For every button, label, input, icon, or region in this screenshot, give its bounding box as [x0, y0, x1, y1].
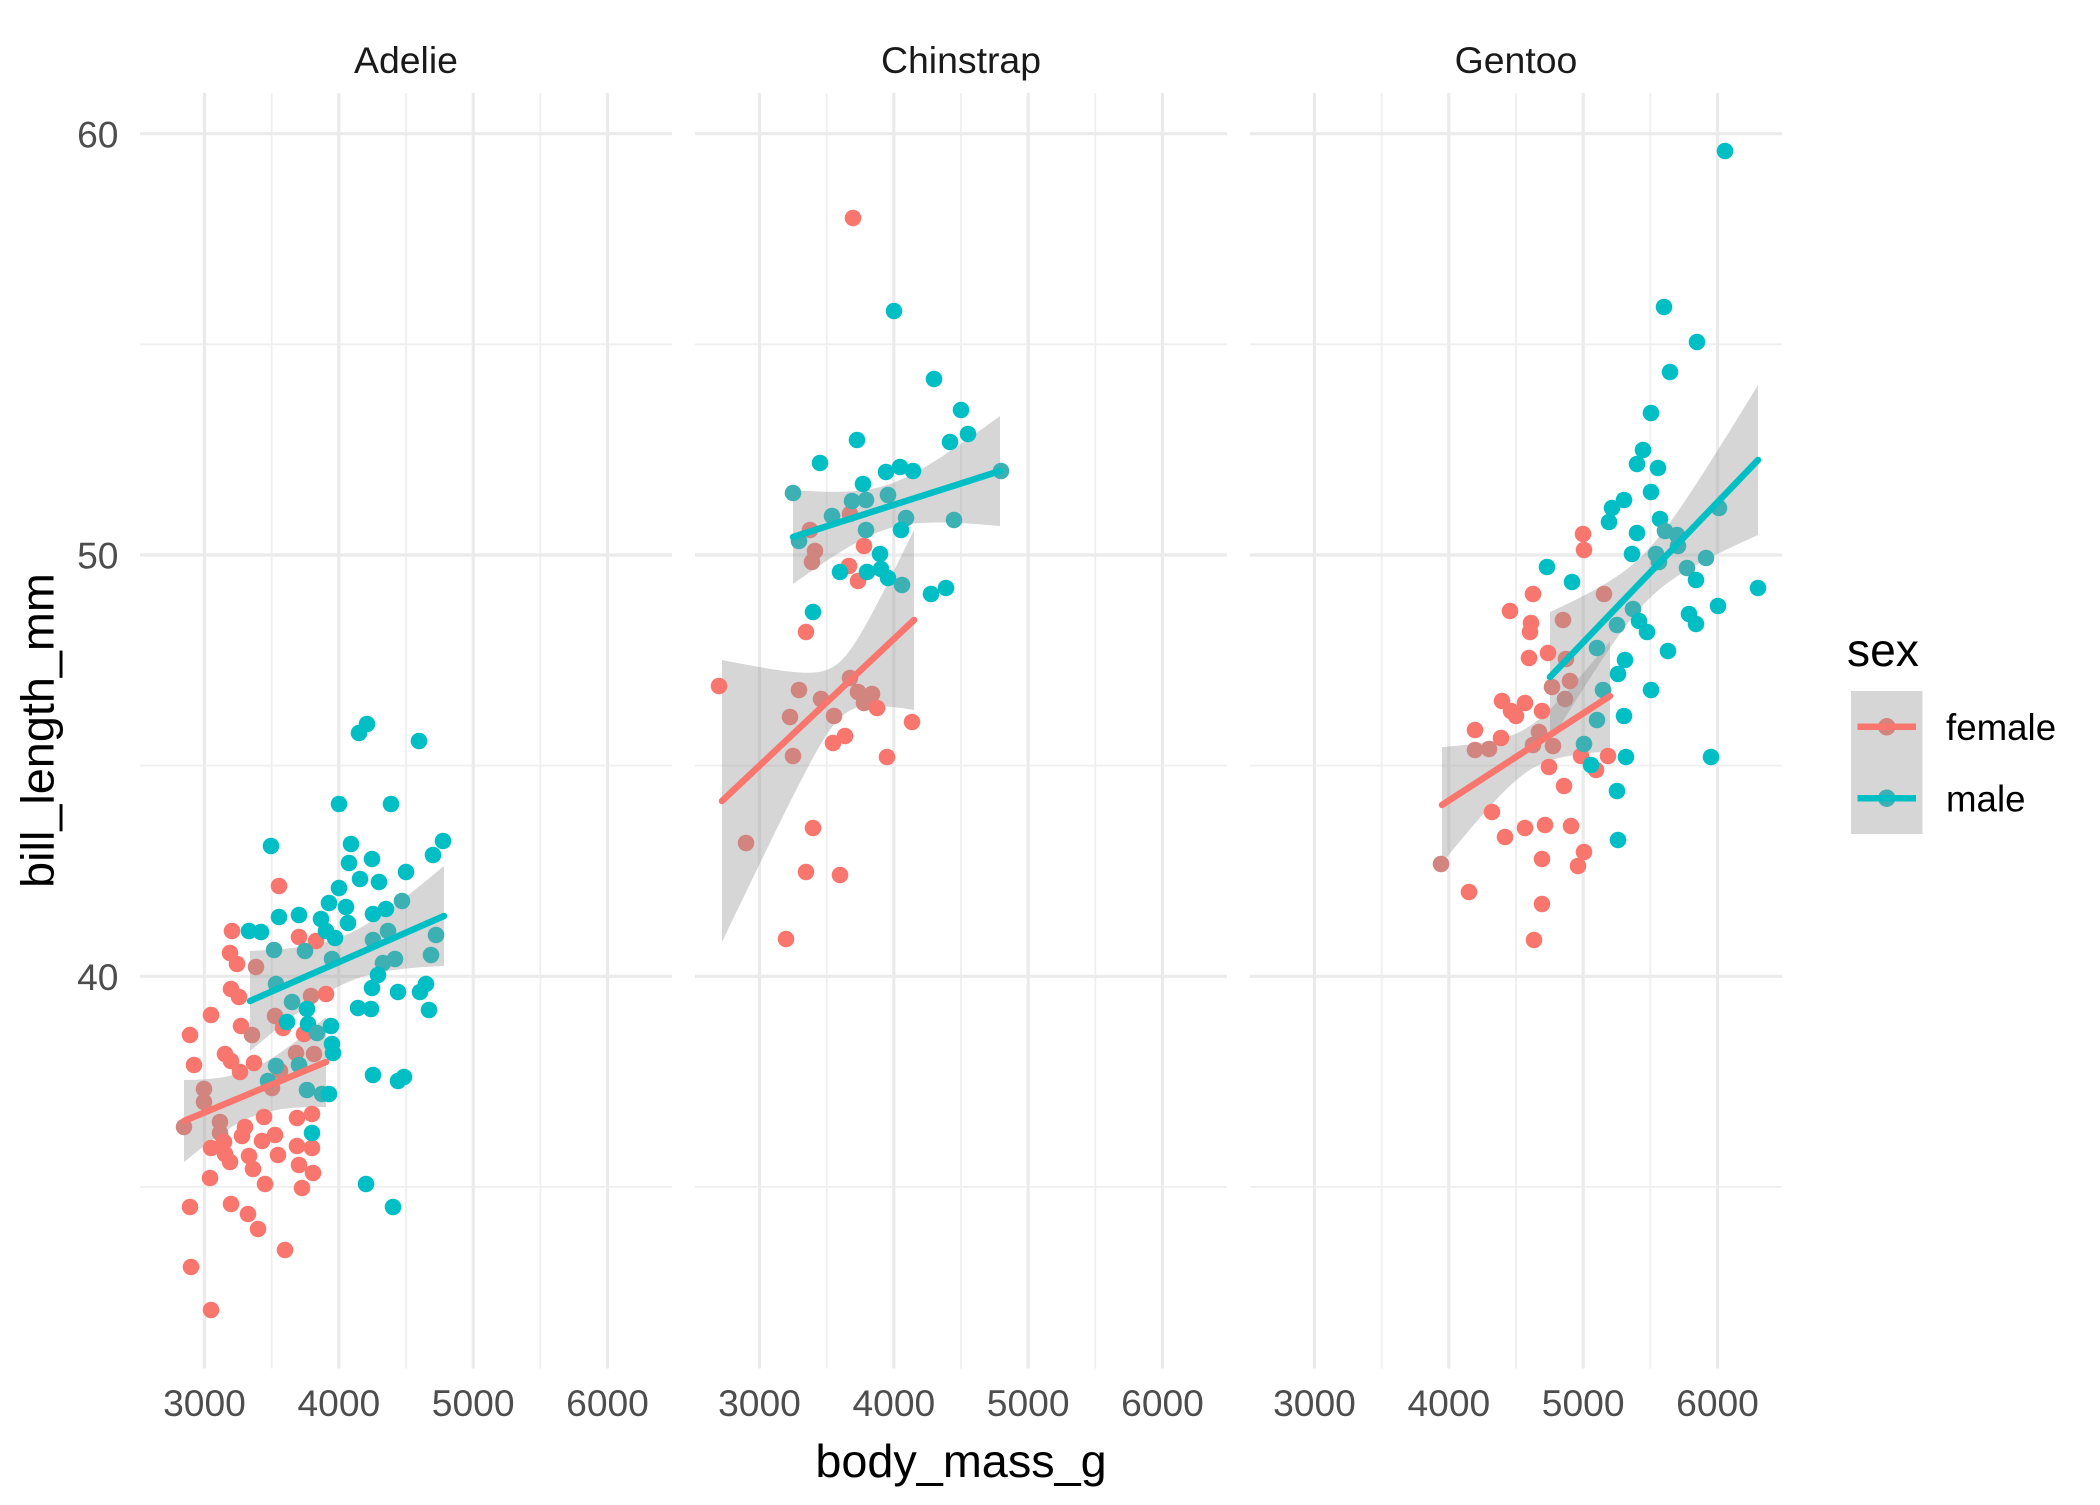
svg-text:sex: sex	[1847, 624, 1919, 676]
svg-text:female: female	[1946, 707, 2056, 748]
svg-text:bill_length_mm: bill_length_mm	[12, 573, 64, 888]
svg-text:4000: 4000	[852, 1382, 935, 1424]
svg-text:60: 60	[77, 113, 118, 155]
svg-text:50: 50	[77, 535, 118, 577]
svg-text:body_mass_g: body_mass_g	[815, 1435, 1106, 1487]
svg-text:6000: 6000	[566, 1382, 649, 1424]
svg-text:male: male	[1946, 778, 2026, 819]
svg-text:3000: 3000	[718, 1382, 801, 1424]
svg-text:5000: 5000	[1542, 1382, 1625, 1424]
svg-text:Adelie: Adelie	[354, 39, 458, 81]
svg-text:5000: 5000	[432, 1382, 515, 1424]
svg-text:40: 40	[77, 956, 118, 998]
svg-text:4000: 4000	[297, 1382, 380, 1424]
svg-text:6000: 6000	[1121, 1382, 1204, 1424]
svg-text:6000: 6000	[1676, 1382, 1759, 1424]
svg-text:3000: 3000	[1273, 1382, 1356, 1424]
svg-text:Chinstrap: Chinstrap	[881, 39, 1041, 81]
svg-text:5000: 5000	[987, 1382, 1070, 1424]
svg-text:3000: 3000	[163, 1382, 246, 1424]
svg-text:Gentoo: Gentoo	[1455, 39, 1578, 81]
svg-text:4000: 4000	[1407, 1382, 1490, 1424]
